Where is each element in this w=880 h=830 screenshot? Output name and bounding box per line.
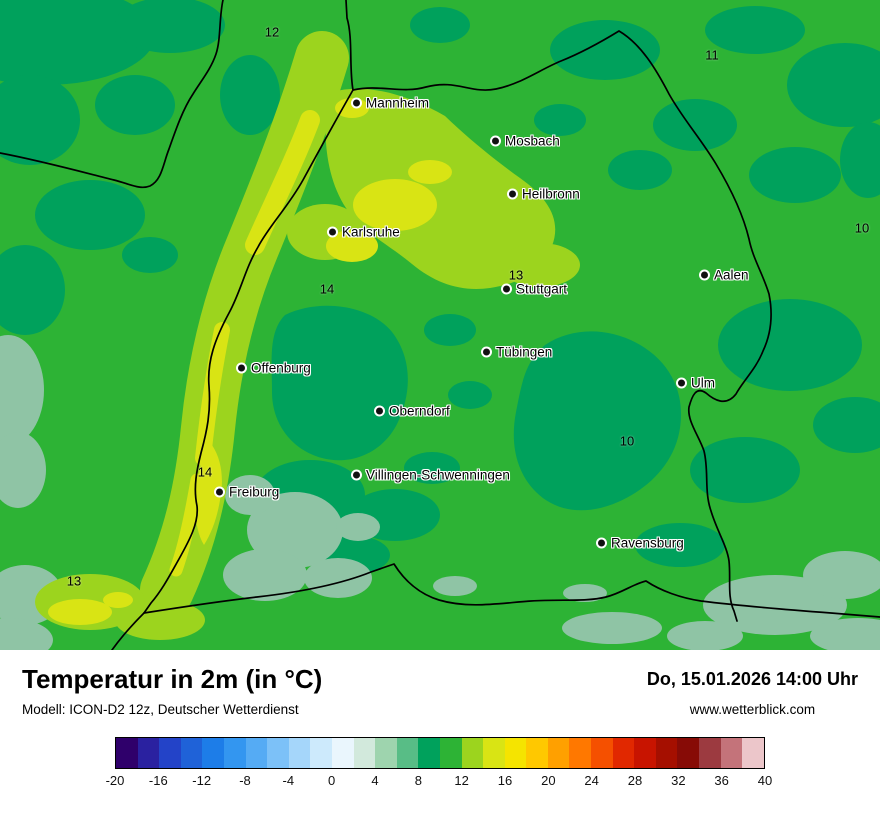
map-political-borders <box>0 0 880 650</box>
colorbar-segment <box>223 738 246 768</box>
colorbar-segment <box>116 738 138 768</box>
colorbar-tick-label: 20 <box>541 773 556 788</box>
forecast-datetime: Do, 15.01.2026 14:00 Uhr <box>646 669 858 689</box>
website-label: www.wetterblick.com <box>689 702 816 717</box>
colorbar-segment <box>353 738 376 768</box>
colorbar-tick-label: 0 <box>328 773 336 788</box>
colorbar-segment <box>418 738 440 768</box>
colorbar-segment <box>137 738 160 768</box>
colorbar-segment <box>591 738 613 768</box>
colorbar-tick-label: 36 <box>714 773 729 788</box>
colorbar-segment <box>267 738 289 768</box>
page-title: Temperatur in 2m (in °C) <box>22 664 323 694</box>
colorbar-segment <box>699 738 721 768</box>
colorbar-segment <box>655 738 678 768</box>
colorbar-segment <box>547 738 570 768</box>
colorbar-tick-label: -20 <box>105 773 125 788</box>
map-yellow-regions <box>48 98 452 625</box>
colorbar-segment <box>159 738 181 768</box>
colorbar-segment <box>202 738 224 768</box>
colorbar-segment <box>396 738 419 768</box>
colorbar-segment <box>439 738 462 768</box>
colorbar-segment <box>677 738 700 768</box>
colorbar: -20 -16 -12 -8 -4 0 4 8 12 16 20 24 28 32 36 40 <box>106 737 773 795</box>
footer: Temperatur in 2m (in °C) Modell: ICON-D2… <box>0 650 880 830</box>
model-info: Modell: ICON-D2 12z, Deutscher Wetterdie… <box>22 702 299 717</box>
colorbar-tick-label: -12 <box>192 773 212 788</box>
colorbar-tick-label: 4 <box>371 773 379 788</box>
colorbar-segment <box>483 738 505 768</box>
colorbar-segment <box>569 738 592 768</box>
map-cool-green-regions <box>0 0 880 575</box>
colorbar-segment <box>612 738 635 768</box>
colorbar-tick-label: 16 <box>497 773 513 788</box>
colorbar-tick-labels: -20 -16 -12 -8 -4 0 4 8 12 16 20 24 28 32 36 40 <box>106 773 773 795</box>
colorbar-segment <box>375 738 397 768</box>
map-area: 12 11 10 13 14 10 14 13 Mannheim Mosbach Heilbron… <box>0 0 880 650</box>
colorbar-segment <box>288 738 311 768</box>
colorbar-segment <box>180 738 203 768</box>
colorbar-tick-label: 40 <box>757 773 773 788</box>
colorbar-segment <box>331 738 354 768</box>
colorbar-tick-label: 28 <box>627 773 643 788</box>
colorbar-tick-label: 12 <box>454 773 469 788</box>
colorbar-tick-label: 32 <box>671 773 686 788</box>
colorbar-segment <box>504 738 527 768</box>
colorbar-segment <box>720 738 743 768</box>
colorbar-tick-label: 24 <box>584 773 599 788</box>
colorbar-tick-label: -4 <box>282 773 295 788</box>
colorbar-segment <box>742 738 764 768</box>
footer-header: Temperatur in 2m (in °C) Modell: ICON-D2… <box>22 664 858 717</box>
colorbar-segment <box>526 738 548 768</box>
colorbar-segment <box>310 738 332 768</box>
colorbar-segment <box>245 738 268 768</box>
colorbar-tick-label: 8 <box>414 773 422 788</box>
temperature-map <box>0 0 880 650</box>
colorbar-segment <box>461 738 484 768</box>
colorbar-tick-label: -8 <box>239 773 251 788</box>
colorbar-swatches <box>115 737 765 769</box>
colorbar-tick-label: -16 <box>148 773 168 788</box>
colorbar-segment <box>634 738 656 768</box>
footer-left: Temperatur in 2m (in °C) Modell: ICON-D2… <box>22 664 322 717</box>
footer-right: Do, 15.01.2026 14:00 Uhr www.wetterblick… <box>647 669 858 717</box>
